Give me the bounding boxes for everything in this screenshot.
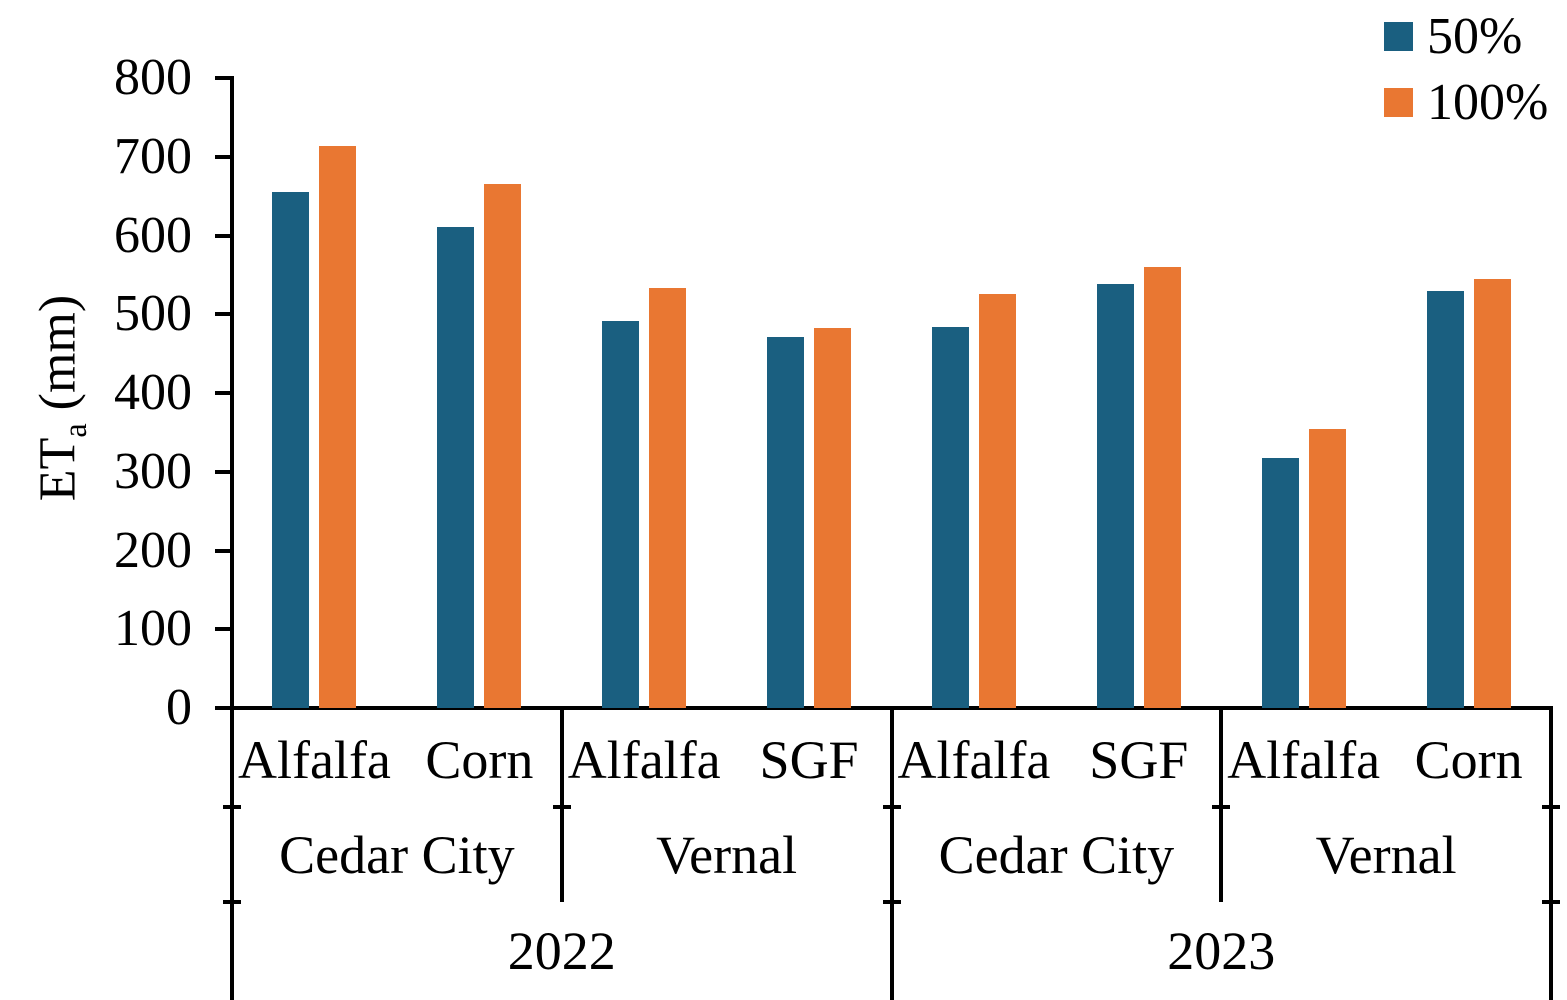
tier-tick <box>1542 805 1560 809</box>
legend-swatch-50pct <box>1384 22 1413 51</box>
y-tick-mark <box>215 391 232 395</box>
bar-50pct-2022-vernal-alfalfa <box>602 321 640 708</box>
crop-label: Alfalfa <box>567 729 721 790</box>
y-axis-line <box>230 76 234 710</box>
crop-label: SGF <box>759 729 859 790</box>
y-tick-label: 400 <box>114 364 192 421</box>
tier-tick <box>1542 900 1560 904</box>
crop-label: Corn <box>1414 729 1523 790</box>
bar-50pct-2023-vernal-corn <box>1426 290 1464 708</box>
y-tick-mark <box>215 706 232 710</box>
y-tick-mark <box>215 627 232 632</box>
crop-label: SGF <box>1089 729 1189 790</box>
year-label: 2023 <box>1167 921 1276 981</box>
tier-tick <box>882 900 901 904</box>
legend-item-100pct: 100% <box>1384 76 1548 129</box>
bar-50pct-2023-cedar-city-alfalfa <box>931 326 969 708</box>
y-tick-label: 300 <box>114 442 192 500</box>
y-tick-label: 200 <box>114 521 192 579</box>
tier-tick <box>1212 805 1231 809</box>
tier-tick <box>552 805 571 809</box>
y-tick-mark <box>215 312 232 317</box>
y-tick-mark <box>215 76 232 80</box>
bar-100pct-2022-vernal-alfalfa <box>649 288 687 708</box>
legend-label-50pct: 50% <box>1427 8 1523 65</box>
bar-100pct-2023-cedar-city-sgf <box>1143 267 1181 708</box>
bar-50pct-2022-vernal-sgf <box>767 337 805 708</box>
bar-100pct-2022-cedar-city-alfalfa <box>319 145 357 708</box>
bar-100pct-2022-vernal-sgf <box>814 327 852 708</box>
crop-label: Alfalfa <box>1227 729 1381 790</box>
bar-100pct-2023-vernal-corn <box>1473 278 1511 708</box>
legend-item-50pct: 50% <box>1384 10 1548 63</box>
year-label: 2022 <box>507 921 616 981</box>
bar-50pct-2022-cedar-city-corn <box>437 226 475 708</box>
location-label: Cedar City <box>938 824 1175 885</box>
y-tick-label: 700 <box>114 127 192 185</box>
y-tick-label: 100 <box>114 600 192 658</box>
year-divider <box>1549 902 1553 1000</box>
y-tick-label: 0 <box>166 679 192 736</box>
legend: 50% 100% <box>1384 10 1548 129</box>
bar-100pct-2023-vernal-alfalfa <box>1308 429 1346 708</box>
year-divider <box>230 902 234 1000</box>
y-tick-label: 800 <box>114 49 192 106</box>
y-tick-label: 600 <box>114 206 192 264</box>
tier-tick <box>882 805 901 809</box>
bar-50pct-2023-vernal-alfalfa <box>1261 457 1299 708</box>
bar-100pct-2022-cedar-city-corn <box>484 184 522 708</box>
crop-label: Alfalfa <box>897 729 1051 790</box>
bar-100pct-2023-cedar-city-alfalfa <box>978 293 1016 708</box>
y-tick-mark <box>215 154 232 159</box>
location-label: Vernal <box>656 824 798 885</box>
crop-label: Corn <box>425 729 534 790</box>
bar-50pct-2022-cedar-city-alfalfa <box>272 192 310 708</box>
location-label: Cedar City <box>279 824 515 885</box>
tier-tick <box>223 805 241 809</box>
y-tick-mark <box>215 469 232 474</box>
year-divider <box>889 902 894 1000</box>
bar-50pct-2023-cedar-city-sgf <box>1096 284 1134 708</box>
y-tick-mark <box>215 548 232 553</box>
location-label: Vernal <box>1315 824 1457 885</box>
tier-tick <box>223 900 241 904</box>
legend-label-100pct: 100% <box>1427 74 1549 131</box>
legend-swatch-100pct <box>1384 88 1413 117</box>
y-tick-label: 500 <box>114 285 192 343</box>
y-tick-mark <box>215 233 232 238</box>
crop-label: Alfalfa <box>237 729 391 790</box>
